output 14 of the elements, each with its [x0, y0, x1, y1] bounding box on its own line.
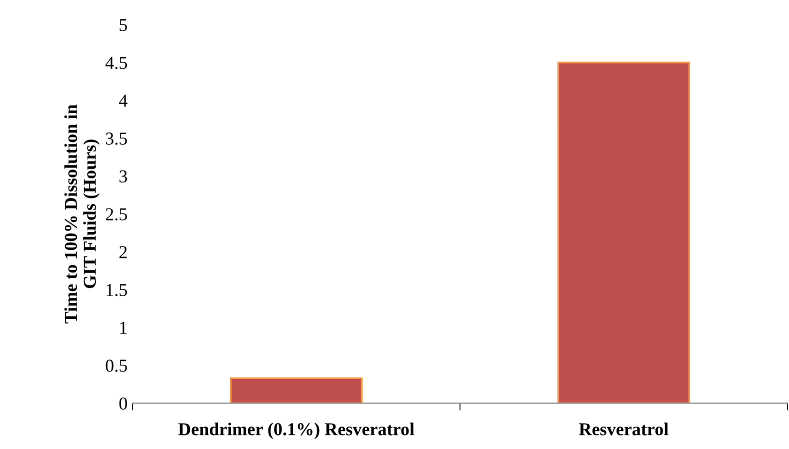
- y-tick-label: 4: [119, 94, 128, 107]
- y-tick-label: 3.5: [106, 132, 127, 145]
- y-tick-label: 0: [119, 397, 128, 410]
- x-tick-label: Dendrimer (0.1%) Resveratrol: [178, 422, 414, 440]
- y-tick-label: 2.5: [106, 208, 127, 220]
- y-tick-label: 1.5: [106, 284, 127, 296]
- y-tick-label: 5: [120, 19, 127, 32]
- y-axis-title: Time to 100% Dissolution in GIT Fluids (Hours): [64, 104, 100, 324]
- y-tick-label: 2: [119, 246, 127, 258]
- x-tick-label: Resveratrol: [579, 422, 668, 436]
- y-tick-label: 4.5: [105, 56, 127, 70]
- y-tick-label: 3: [120, 170, 127, 183]
- y-tick-label: 0.5: [106, 360, 127, 372]
- y-tick-label: 1: [120, 322, 127, 334]
